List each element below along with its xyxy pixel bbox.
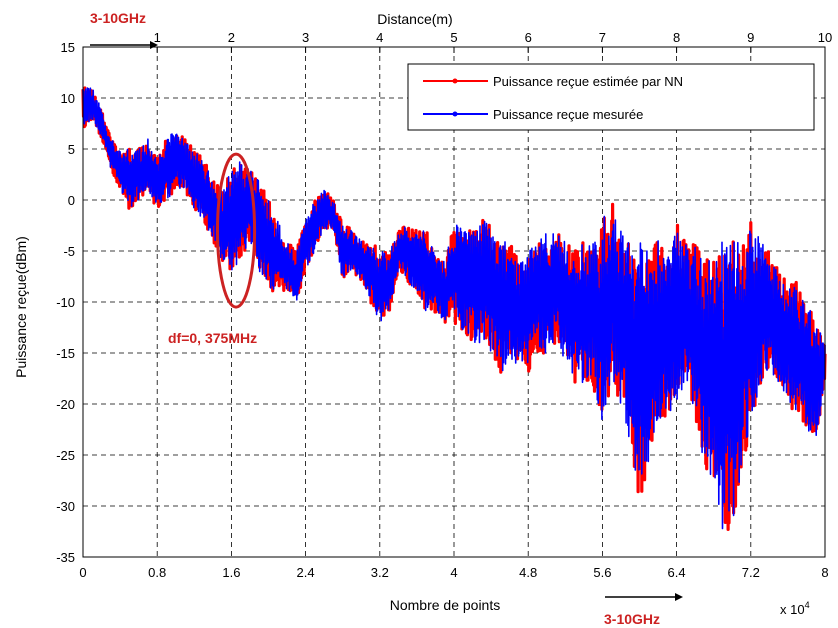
annotation-3-10ghz-bottom: 3-10GHz xyxy=(604,611,660,627)
annotation-3-10ghz-top: 3-10GHz xyxy=(90,10,146,26)
y-tick-label: -35 xyxy=(56,550,75,565)
top-x-tick-label: 9 xyxy=(747,30,754,45)
top-x-axis-title: Distance(m) xyxy=(377,11,452,27)
data-series xyxy=(81,86,827,531)
y-axis-title: Puissance reçue(dBm) xyxy=(13,236,29,378)
annotation-arrowhead-bottom xyxy=(675,593,683,601)
y-tick-label: -20 xyxy=(56,397,75,412)
highlight-ellipse xyxy=(215,152,257,309)
annotations: 3-10GHz 3-10GHz df=0, 375MHz xyxy=(90,10,683,627)
top-x-tick-label: 5 xyxy=(450,30,457,45)
legend-label-estimated: Puissance reçue estimée par NN xyxy=(493,74,683,89)
x-tick-label: 1.6 xyxy=(222,565,240,580)
x-tick-label: 4 xyxy=(450,565,457,580)
x-axis-title: Nombre de points xyxy=(390,597,501,613)
top-x-tick-label: 6 xyxy=(525,30,532,45)
top-x-tick-label: 8 xyxy=(673,30,680,45)
y-tick-label: -30 xyxy=(56,499,75,514)
top-x-tick-label: 4 xyxy=(376,30,383,45)
x-tick-label: 4.8 xyxy=(519,565,537,580)
x-tick-label: 0 xyxy=(79,565,86,580)
x-tick-label: 6.4 xyxy=(668,565,686,580)
x-tick-label: 7.2 xyxy=(742,565,760,580)
legend-marker-measured xyxy=(452,111,458,117)
x-tick-label: 0.8 xyxy=(148,565,166,580)
y-tick-label: 5 xyxy=(68,142,75,157)
x-tick-label: 5.6 xyxy=(593,565,611,580)
annotation-arrowhead-top xyxy=(150,41,158,49)
legend-label-measured: Puissance reçue mesurée xyxy=(493,107,643,122)
top-x-tick-label: 7 xyxy=(599,30,606,45)
legend-marker-estimated xyxy=(452,78,458,84)
x-tick-labels: 0 0.8 1.6 2.4 3.2 4 4.8 5.6 6.4 7.2 8 xyxy=(79,565,828,580)
top-x-tick-label: 3 xyxy=(302,30,309,45)
y-tick-label: 15 xyxy=(61,40,75,55)
series-line-measured xyxy=(82,87,826,530)
top-x-tick-labels: 1 2 3 4 5 6 7 8 9 10 xyxy=(154,30,832,53)
y-tick-label: -25 xyxy=(56,448,75,463)
y-tick-labels: 15 10 5 0 -5 -10 -15 -20 -25 -30 -35 xyxy=(56,40,75,565)
y-tick-label: -15 xyxy=(56,346,75,361)
x-tick-label: 2.4 xyxy=(297,565,315,580)
y-tick-label: -5 xyxy=(63,244,75,259)
x-multiplier-label: x 104 xyxy=(780,600,810,617)
top-x-tick-label: 2 xyxy=(228,30,235,45)
x-tick-label: 3.2 xyxy=(371,565,389,580)
top-x-tick-label: 10 xyxy=(818,30,832,45)
top-x-tick-label: 1 xyxy=(154,30,161,45)
legend-box xyxy=(407,63,815,131)
x-tick-label: 8 xyxy=(821,565,828,580)
legend: Puissance reçue estimée par NN Puissance… xyxy=(407,63,815,131)
y-tick-label: 10 xyxy=(61,91,75,106)
y-tick-label: 0 xyxy=(68,193,75,208)
annotation-df: df=0, 375MHz xyxy=(168,330,257,346)
y-tick-label: -10 xyxy=(56,295,75,310)
